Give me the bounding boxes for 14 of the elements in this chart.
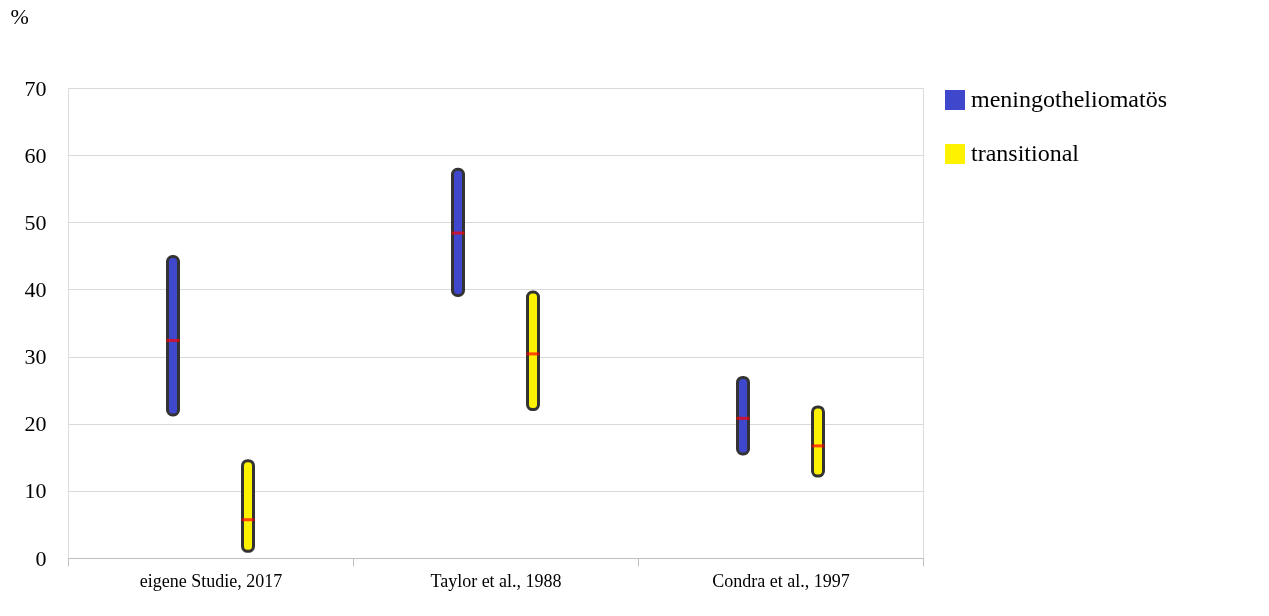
y-tick-label: 60	[24, 142, 47, 168]
y-tick-label: 0	[35, 545, 47, 571]
y-axis-title: %	[10, 3, 29, 29]
x-tick-label: eigene Studie, 2017	[139, 570, 283, 591]
y-tick-label: 50	[24, 209, 47, 235]
y-tick-label: 70	[24, 75, 47, 101]
y-tick-label: 20	[24, 411, 47, 437]
x-tick-label: Condra et al., 1997	[712, 570, 850, 591]
y-tick-label: 10	[24, 478, 47, 504]
legend-label: meningotheliomatös	[971, 86, 1167, 112]
legend-label: transitional	[971, 140, 1080, 166]
x-tick-label: Taylor et al., 1988	[430, 570, 562, 591]
y-tick-label: 30	[24, 344, 47, 370]
y-tick-label: 40	[24, 276, 47, 302]
